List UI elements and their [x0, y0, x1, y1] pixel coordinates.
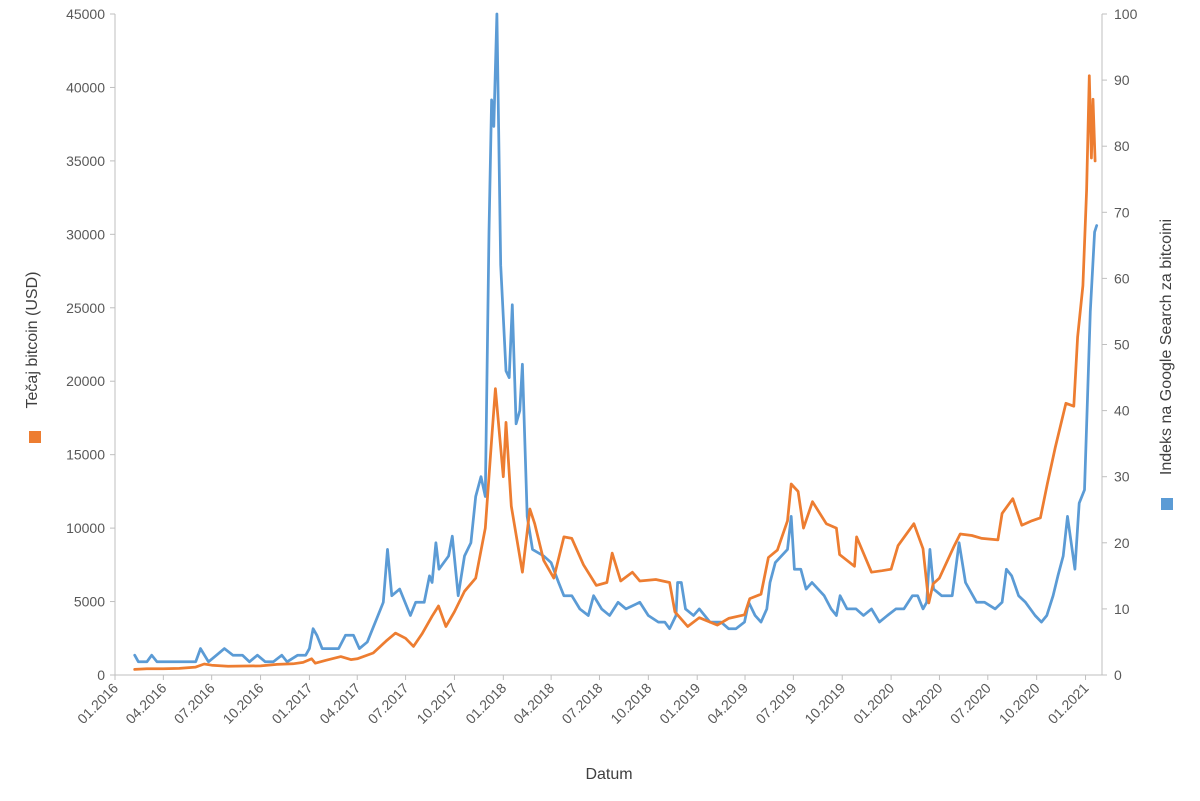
- series-line-google-index: [133, 12, 1099, 664]
- x-tick-label: 07.2017: [365, 680, 412, 727]
- x-tick-label: 04.2020: [898, 680, 945, 727]
- x-tick-label: 10.2016: [220, 680, 267, 727]
- y-right-tick-label: 30: [1114, 469, 1130, 485]
- y-right-tick-label: 60: [1114, 270, 1130, 286]
- y-right-tick-label: 40: [1114, 403, 1130, 419]
- x-tick-label: 01.2019: [656, 680, 703, 727]
- y-left-tick-label: 35000: [66, 153, 105, 169]
- x-tick-label: 01.2020: [850, 680, 897, 727]
- y-left-tick-label: 45000: [66, 6, 105, 22]
- x-tick-label: 07.2016: [171, 680, 218, 727]
- plot-area: 0 5000 10000 15000 20000 25000 30000 35000 40000…: [66, 6, 1138, 727]
- y-left-tick-label: 40000: [66, 79, 105, 95]
- y-right-tick-label: 20: [1114, 535, 1130, 551]
- y-left-tick-label: 10000: [66, 520, 105, 536]
- x-tick-label: 04.2018: [510, 680, 557, 727]
- x-tick-label: 07.2018: [558, 680, 605, 727]
- y-axis-right-legend-marker: [1161, 498, 1173, 510]
- x-tick-label: 07.2019: [752, 680, 799, 727]
- y-axis-left-legend-marker: [29, 431, 41, 443]
- y-right-tick-label: 0: [1114, 667, 1122, 683]
- x-tick-label: 04.2016: [122, 680, 169, 727]
- y-left-tick-label: 25000: [66, 300, 105, 316]
- y-right-tick-label: 50: [1114, 337, 1130, 353]
- y-axis-right-title: Indeks na Google Search za bitcoini: [1158, 219, 1175, 475]
- y-left-tick-label: 5000: [74, 594, 105, 610]
- x-tick-label: 04.2019: [704, 680, 751, 727]
- y-right-tick-label: 80: [1114, 138, 1130, 154]
- y-axis-left-title: Tečaj bitcoin (USD): [24, 272, 41, 409]
- x-tick-label: 01.2017: [268, 680, 315, 727]
- y-right-tick-label: 10: [1114, 601, 1130, 617]
- x-tick-label: 10.2019: [801, 680, 848, 727]
- x-tick-label: 04.2017: [316, 680, 363, 727]
- y-left-tick-label: 15000: [66, 447, 105, 463]
- y-left-tick-label: 20000: [66, 373, 105, 389]
- x-axis-title: Datum: [585, 766, 632, 783]
- x-tick-label: 10.2018: [607, 680, 654, 727]
- y-right-tick-label: 100: [1114, 6, 1138, 22]
- x-tick-label: 01.2016: [74, 680, 121, 727]
- x-tick-label: 10.2020: [996, 680, 1043, 727]
- y-right-tick-label: 90: [1114, 72, 1130, 88]
- x-tick-label: 01.2018: [462, 680, 509, 727]
- series-line-bitcoin-price: [133, 74, 1097, 671]
- x-tick-label: 07.2020: [947, 680, 994, 727]
- y-left-tick-label: 0: [97, 667, 105, 683]
- y-left-tick-label: 30000: [66, 226, 105, 242]
- x-tick-label: 10.2017: [413, 680, 460, 727]
- y-right-tick-label: 70: [1114, 204, 1130, 220]
- x-tick-label: 01.2021: [1045, 680, 1092, 727]
